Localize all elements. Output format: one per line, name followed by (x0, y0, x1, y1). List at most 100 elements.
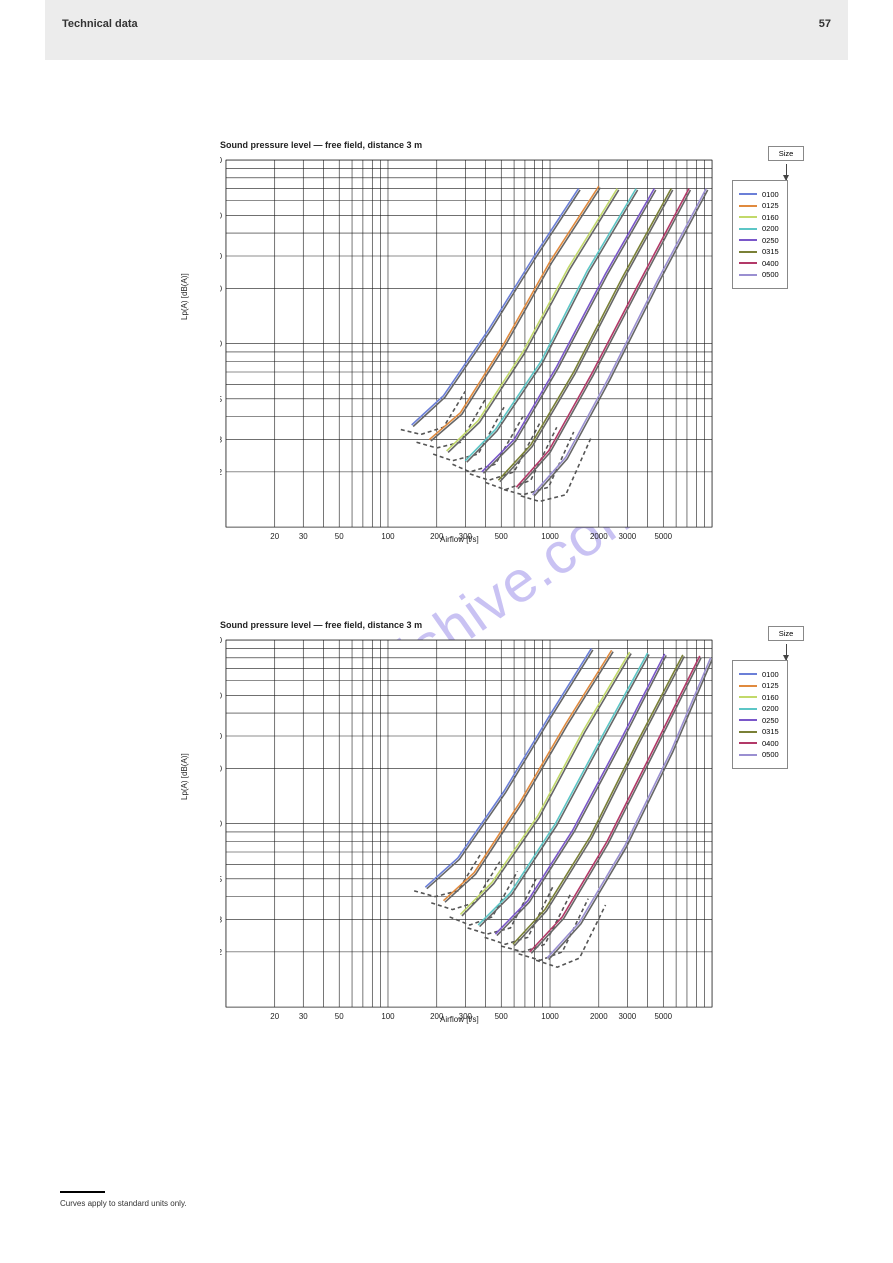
legend-swatch (739, 228, 757, 230)
legend-label: 0160 (762, 693, 779, 702)
svg-text:50: 50 (335, 1012, 344, 1021)
svg-text:5000: 5000 (654, 1012, 672, 1021)
svg-text:2: 2 (220, 948, 222, 957)
svg-text:5: 5 (220, 395, 223, 404)
legend-label: 0125 (762, 201, 779, 210)
svg-text:20: 20 (220, 284, 223, 293)
legend-item: 0250 (739, 716, 779, 725)
svg-text:50: 50 (220, 211, 223, 220)
svg-text:3: 3 (220, 436, 223, 445)
legend-swatch (739, 754, 757, 756)
svg-text:10: 10 (220, 820, 223, 829)
legend-swatch (739, 696, 757, 698)
svg-text:30: 30 (220, 732, 223, 741)
svg-text:500: 500 (495, 532, 509, 541)
legend-label: 0125 (762, 681, 779, 690)
legend-swatch (739, 216, 757, 218)
chart-b-svg: 2030501002003005001000200030005000235102… (220, 636, 720, 1031)
legend-swatch (739, 205, 757, 207)
legend-item: 0400 (739, 259, 779, 268)
legend-item: 0500 (739, 750, 779, 759)
svg-text:100: 100 (220, 636, 223, 645)
legend-label: 0200 (762, 704, 779, 713)
svg-text:5000: 5000 (654, 532, 672, 541)
legend-item: 0100 (739, 190, 779, 199)
legend-item: 0200 (739, 704, 779, 713)
legend-swatch (739, 731, 757, 733)
legend-label: 0200 (762, 224, 779, 233)
legend-b-arrow (786, 644, 787, 660)
svg-text:3000: 3000 (619, 1012, 637, 1021)
svg-text:10: 10 (220, 340, 223, 349)
svg-text:3000: 3000 (619, 532, 637, 541)
svg-text:2: 2 (220, 468, 222, 477)
svg-text:1000: 1000 (541, 532, 559, 541)
legend-swatch (739, 708, 757, 710)
legend-a-box: 0100 0125 0160 0200 0250 0315 0400 0500 (732, 180, 788, 289)
chart-b-ylabel: Lp(A) [dB(A)] (180, 753, 189, 800)
legend-swatch (739, 719, 757, 721)
svg-text:20: 20 (220, 764, 223, 773)
legend-label: 0315 (762, 727, 779, 736)
legend-swatch (739, 673, 757, 675)
legend-item: 0200 (739, 224, 779, 233)
legend-label: 0160 (762, 213, 779, 222)
chart-a-title: Sound pressure level — free field, dista… (220, 140, 840, 150)
legend-label: 0100 (762, 670, 779, 679)
svg-text:1000: 1000 (541, 1012, 559, 1021)
legend-a-header: Size (768, 146, 804, 161)
legend-swatch (739, 193, 757, 195)
svg-text:2000: 2000 (590, 532, 608, 541)
legend-label: 0315 (762, 247, 779, 256)
legend-label: 0400 (762, 259, 779, 268)
legend-label: 0500 (762, 750, 779, 759)
svg-text:100: 100 (220, 156, 223, 165)
chart-a-ylabel: Lp(A) [dB(A)] (180, 273, 189, 320)
svg-text:50: 50 (335, 532, 344, 541)
legend-item: 0160 (739, 213, 779, 222)
legend-b-box: 0100 0125 0160 0200 0250 0315 0400 0500 (732, 660, 788, 769)
chart-b-title: Sound pressure level — free field, dista… (220, 620, 840, 630)
chart-a-svg: 2030501002003005001000200030005000235102… (220, 156, 720, 551)
chart-b-xlabel: Airflow [l/s] (440, 1015, 479, 1024)
page-number: 57 (819, 18, 831, 30)
legend-b-header: Size (768, 626, 804, 641)
legend-a-arrow (786, 164, 787, 180)
legend-label: 0250 (762, 236, 779, 245)
footnote-rule (60, 1191, 105, 1193)
svg-text:30: 30 (299, 532, 308, 541)
page-header-title: Technical data (62, 18, 138, 30)
legend-item: 0400 (739, 739, 779, 748)
legend-item: 0125 (739, 201, 779, 210)
svg-text:5: 5 (220, 875, 223, 884)
header-band (45, 0, 848, 60)
legend-swatch (739, 262, 757, 264)
legend-label: 0250 (762, 716, 779, 725)
svg-text:30: 30 (299, 1012, 308, 1021)
legend-item: 0250 (739, 236, 779, 245)
legend-item: 0100 (739, 670, 779, 679)
svg-text:500: 500 (495, 1012, 509, 1021)
svg-text:100: 100 (381, 532, 395, 541)
svg-text:100: 100 (381, 1012, 395, 1021)
svg-text:3: 3 (220, 916, 223, 925)
legend-swatch (739, 742, 757, 744)
chart-a-xlabel: Airflow [l/s] (440, 535, 479, 544)
legend-label: 0500 (762, 270, 779, 279)
legend-item: 0125 (739, 681, 779, 690)
legend-item: 0315 (739, 727, 779, 736)
svg-text:50: 50 (220, 691, 223, 700)
legend-label: 0100 (762, 190, 779, 199)
footnote-text: Curves apply to standard units only. (60, 1199, 187, 1208)
legend-swatch (739, 274, 757, 276)
legend-item: 0500 (739, 270, 779, 279)
legend-swatch (739, 251, 757, 253)
svg-text:30: 30 (220, 252, 223, 261)
svg-text:20: 20 (270, 532, 279, 541)
svg-text:20: 20 (270, 1012, 279, 1021)
legend-item: 0160 (739, 693, 779, 702)
svg-text:2000: 2000 (590, 1012, 608, 1021)
legend-swatch (739, 239, 757, 241)
legend-item: 0315 (739, 247, 779, 256)
legend-label: 0400 (762, 739, 779, 748)
